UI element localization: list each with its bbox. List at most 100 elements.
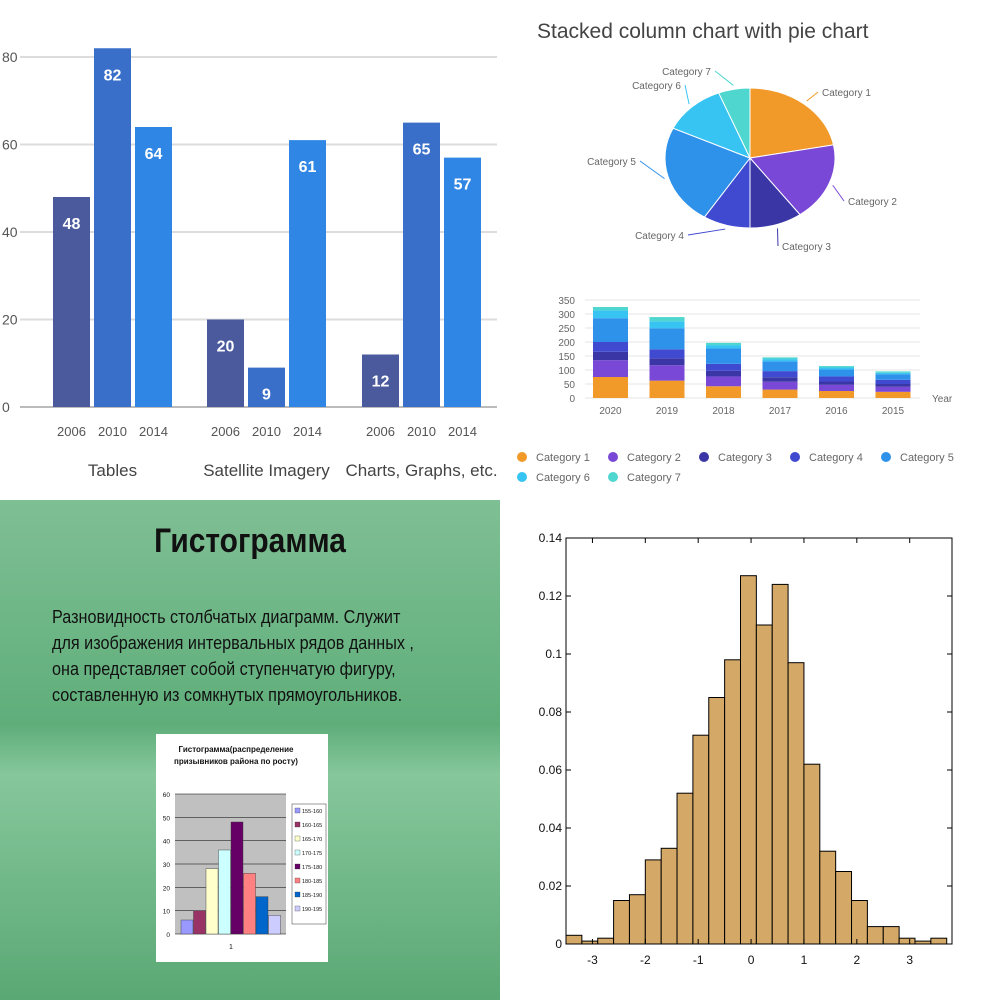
legend-label: 180-185 xyxy=(302,879,322,885)
bar xyxy=(180,919,194,935)
legend-swatch xyxy=(294,905,301,912)
histogram-bar xyxy=(882,926,900,945)
legend-swatch xyxy=(790,452,800,462)
pie-leader-line xyxy=(687,228,726,236)
bar xyxy=(362,354,399,407)
bar xyxy=(248,367,285,407)
stacked-segment xyxy=(706,363,741,371)
histogram-panel: 0 0.02 0.04 0.06 0.08 0.1 0.12 0.14 -3 -2 -1 0 1 2 3 xyxy=(500,500,1000,1000)
y-tick-label: 300 xyxy=(558,310,575,321)
stacked-segment xyxy=(706,376,741,387)
stacked-segment xyxy=(819,367,854,370)
stacked-segment xyxy=(762,389,798,398)
x-category-label: Charts, Graphs, etc. xyxy=(345,461,497,480)
histogram-bar xyxy=(787,662,805,945)
y-tick-label: 0.12 xyxy=(539,589,563,603)
y-tick-label: 350 xyxy=(558,296,575,307)
y-tick-label: 20 xyxy=(163,885,171,892)
bar xyxy=(230,821,244,935)
stacked-segment xyxy=(762,371,798,378)
bar-value-label: 64 xyxy=(145,146,163,163)
y-tick-label: 0.1 xyxy=(545,647,562,661)
bar xyxy=(403,122,440,407)
bar-value-label: 61 xyxy=(299,159,317,176)
grouped-bar-chart-panel: 0 20 40 60 80 48 2006 82 2010 64 2014 Tables 20 2006 9… xyxy=(0,0,500,500)
bar xyxy=(289,140,326,407)
legend-swatch xyxy=(517,452,527,462)
y-tick-label: 0.04 xyxy=(539,821,563,835)
y-tick-label: 60 xyxy=(2,137,18,153)
x-tick-label: 2018 xyxy=(712,406,735,417)
x-tick-label: 2 xyxy=(853,953,860,967)
legend-swatch xyxy=(881,452,891,462)
legend-label: 185-190 xyxy=(302,893,322,899)
grouped-bar-chart: 0 20 40 60 80 48 2006 82 2010 64 2014 Tables 20 2006 9… xyxy=(2,48,498,480)
legend-label: Category 5 xyxy=(900,452,954,464)
stacked-segment xyxy=(762,357,798,360)
stacked-segment xyxy=(649,328,685,350)
stacked-segment xyxy=(875,384,911,387)
stacked-segment xyxy=(649,317,685,322)
pie-leader-line xyxy=(832,184,845,202)
stacked-segment xyxy=(649,349,685,359)
legend-swatch xyxy=(294,835,301,842)
histogram-bar xyxy=(755,624,773,945)
stacked-segment xyxy=(762,377,798,382)
pie-leader-line xyxy=(806,91,819,102)
x-year-label: 2010 xyxy=(252,424,281,439)
histogram-bar xyxy=(930,937,948,945)
y-tick-label: 250 xyxy=(558,324,575,335)
stacked-segment xyxy=(875,391,911,398)
y-tick-label: 200 xyxy=(558,338,575,349)
histogram-bar xyxy=(866,926,884,945)
y-tick-label: 50 xyxy=(163,815,171,822)
pie-slice xyxy=(749,144,836,216)
histogram-bar xyxy=(676,792,694,945)
legend-label: 175-180 xyxy=(302,865,322,871)
y-tick-label: 40 xyxy=(163,839,171,846)
pie-and-stacked-column-chart: Stacked column chart with pie chart Cate… xyxy=(517,20,954,484)
stacked-segment xyxy=(819,381,854,385)
stacked-segment xyxy=(649,321,685,329)
y-tick-label: 0.14 xyxy=(539,531,563,545)
legend-label: Category 7 xyxy=(627,472,681,484)
bar-value-label: 9 xyxy=(262,387,271,404)
bar xyxy=(135,127,172,407)
histogram-bar xyxy=(644,859,662,945)
legend-label: 155-160 xyxy=(302,809,322,815)
bar xyxy=(243,873,256,935)
stacked-segment xyxy=(762,361,798,372)
x-year-label: 2006 xyxy=(366,424,395,439)
bar-value-label: 82 xyxy=(104,67,122,84)
mini-chart-title-line2: призывников района по росту) xyxy=(174,757,298,766)
bar-value-label: 57 xyxy=(454,177,472,194)
pie-leader-line xyxy=(639,160,665,180)
x-year-label: 2014 xyxy=(293,424,322,439)
pie-label: Category 6 xyxy=(632,81,681,92)
bar xyxy=(205,868,219,935)
legend-swatch xyxy=(517,472,527,482)
legend-label: 165-170 xyxy=(302,837,322,843)
stacked-segment xyxy=(875,379,911,384)
legend-label: Category 4 xyxy=(809,452,863,464)
y-tick-label: 80 xyxy=(2,49,18,65)
stacked-segment xyxy=(875,372,911,375)
x-category-label: Tables xyxy=(88,461,137,480)
pie-leader-line xyxy=(684,84,690,105)
x-tick-label: 0 xyxy=(748,953,755,967)
pie-slice xyxy=(664,127,751,218)
histogram-bar xyxy=(819,850,837,945)
x-tick-label: 3 xyxy=(906,953,913,967)
stacked-segment xyxy=(649,365,685,381)
y-tick-label: 150 xyxy=(558,352,575,363)
histogram-bar xyxy=(692,734,710,945)
histogram-bar xyxy=(708,697,726,945)
stacked-segment xyxy=(649,358,685,366)
y-tick-label: 0.08 xyxy=(539,705,563,719)
x-year-label: 2010 xyxy=(407,424,436,439)
stacked-segment xyxy=(593,318,628,342)
pie-label: Category 7 xyxy=(662,67,711,78)
stacked-segment xyxy=(875,386,911,392)
axes-frame xyxy=(565,537,953,945)
histogram-bar xyxy=(613,900,630,945)
